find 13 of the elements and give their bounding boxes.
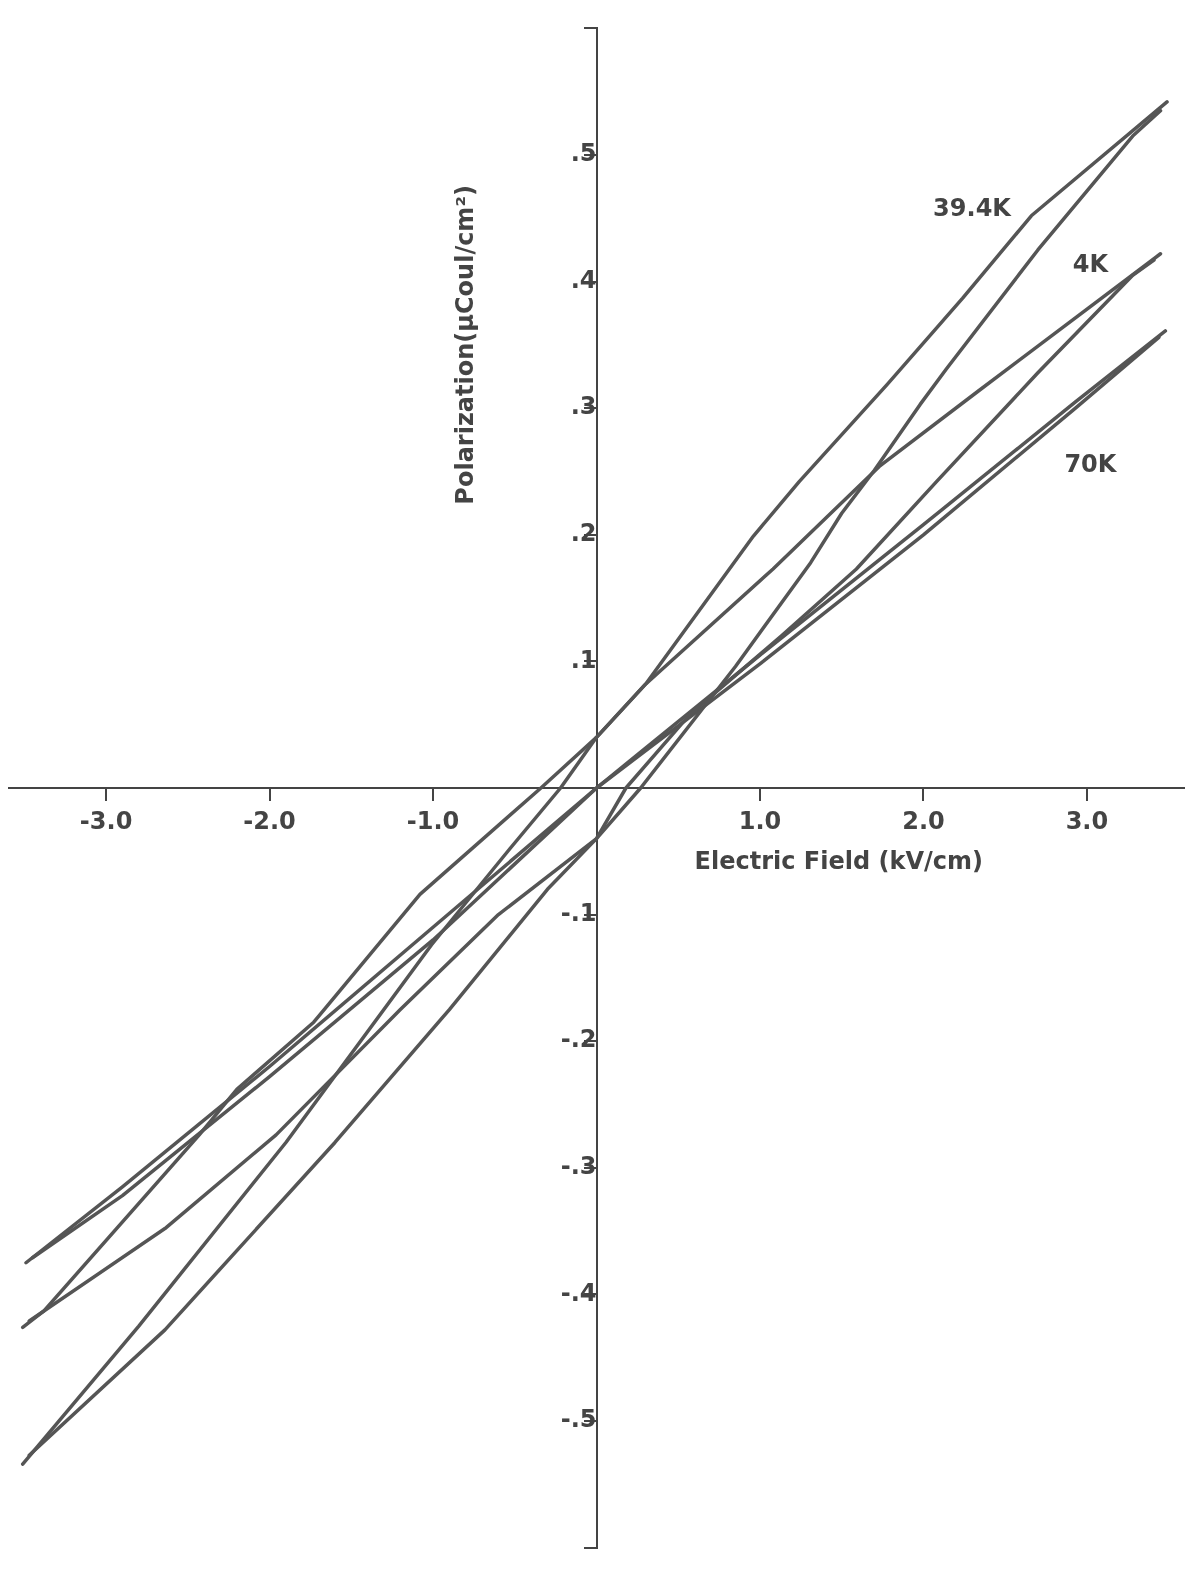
x-tick-label: -1.0 <box>406 806 460 835</box>
series-label: 39.4K <box>933 194 1013 223</box>
series-label: 70K <box>1064 450 1118 479</box>
series-label: 4K <box>1072 249 1110 278</box>
x-tick-label: -2.0 <box>243 806 296 835</box>
x-tick-label: 2.0 <box>902 806 945 835</box>
x-tick-label: 3.0 <box>1065 806 1109 835</box>
x-axis-title: Electric Field (kV/cm) <box>694 847 983 876</box>
x-tick-label: 1.0 <box>738 806 782 835</box>
x-tick-label: -3.0 <box>79 806 133 835</box>
y-tick-label: -.3 <box>560 1152 597 1181</box>
y-tick-label: -.1 <box>560 898 597 927</box>
y-axis-title: Polarization(μCoul/cm²) <box>450 185 479 505</box>
